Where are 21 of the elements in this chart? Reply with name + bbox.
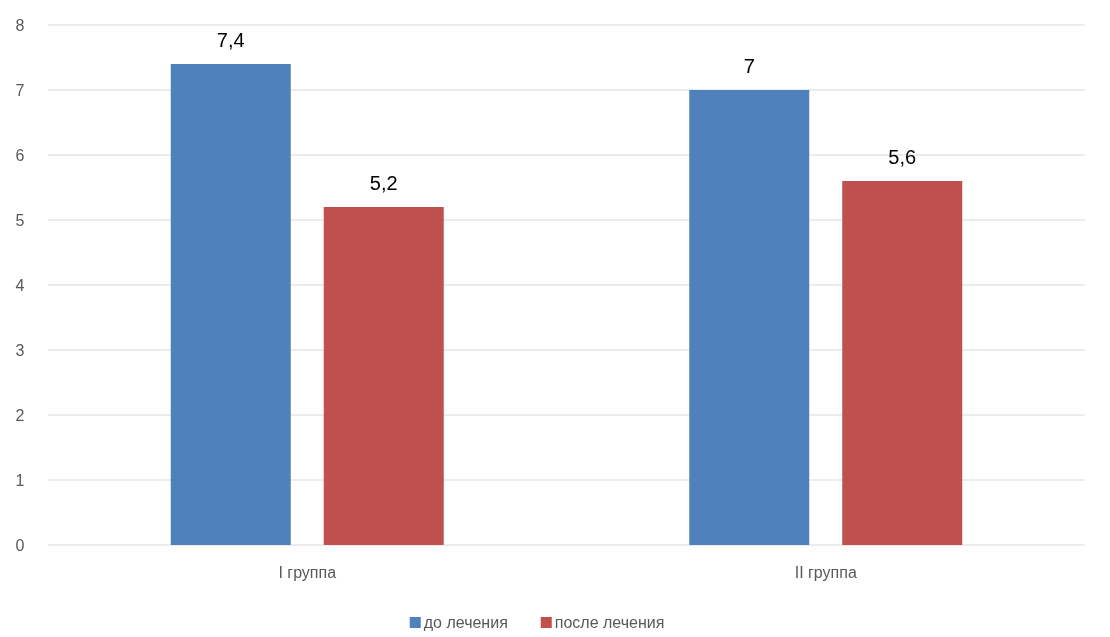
data-label: 7,4 (216, 29, 245, 51)
legend-label: после лечения (554, 614, 665, 631)
data-label: 5,6 (888, 146, 917, 168)
y-tick-label: 6 (15, 146, 25, 164)
y-tick-label: 2 (15, 406, 25, 424)
bar (842, 181, 963, 545)
y-tick-label: 1 (15, 471, 25, 489)
y-tick-label: 0 (15, 536, 25, 554)
bar (323, 207, 444, 545)
x-tick-label: I группа (278, 564, 337, 581)
y-tick-label: 3 (15, 341, 25, 359)
y-tick-label: 7 (15, 81, 25, 99)
x-tick-label: II группа (794, 564, 857, 581)
data-label: 7 (743, 55, 755, 77)
y-tick-label: 8 (15, 16, 25, 34)
bar (170, 64, 291, 545)
data-label: 5,2 (369, 172, 398, 194)
legend-label: до лечения (423, 614, 508, 631)
bar (689, 90, 810, 545)
y-tick-label: 4 (15, 276, 25, 294)
y-tick-label: 5 (15, 211, 25, 229)
